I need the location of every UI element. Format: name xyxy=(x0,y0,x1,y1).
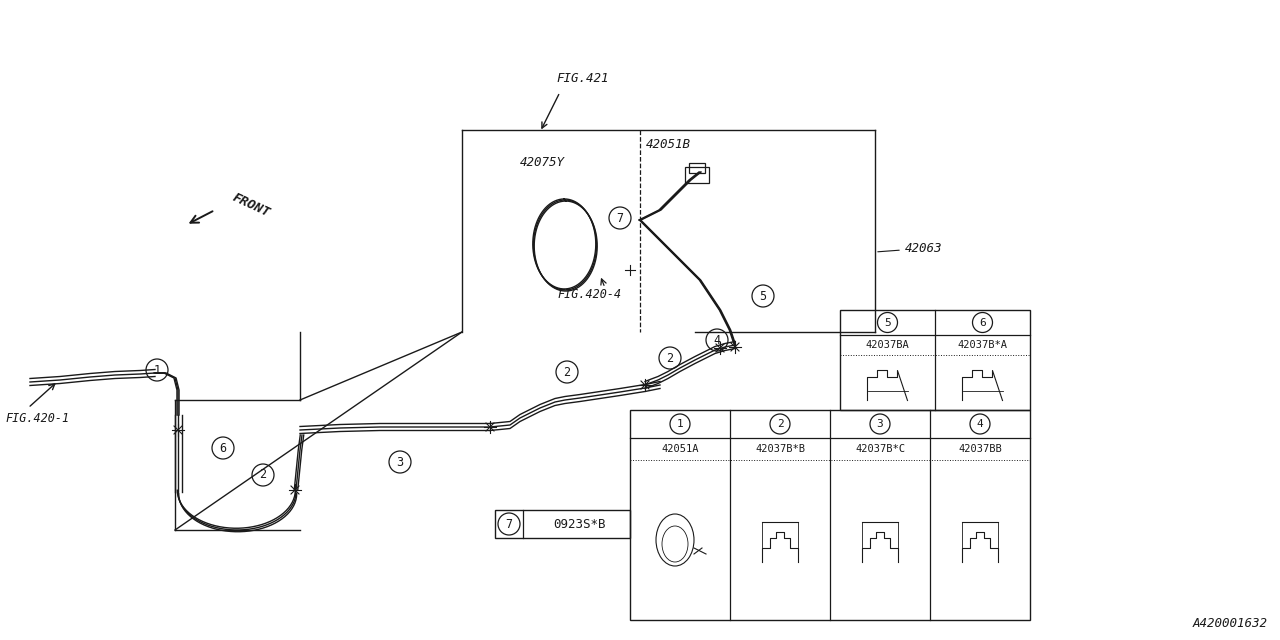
Text: 4: 4 xyxy=(713,333,721,346)
Text: 42037BB: 42037BB xyxy=(959,444,1002,454)
Text: 6: 6 xyxy=(979,317,986,328)
Text: 2: 2 xyxy=(563,365,571,378)
Text: 42037B*C: 42037B*C xyxy=(855,444,905,454)
Text: 7: 7 xyxy=(617,211,623,225)
Text: 42051B: 42051B xyxy=(645,138,690,152)
Text: 0923S*B: 0923S*B xyxy=(553,518,605,531)
Text: 6: 6 xyxy=(219,442,227,454)
Text: 7: 7 xyxy=(506,518,512,531)
Text: 42051A: 42051A xyxy=(662,444,699,454)
Text: 42075Y: 42075Y xyxy=(520,157,564,170)
Text: 3: 3 xyxy=(397,456,403,468)
Text: 42037B*A: 42037B*A xyxy=(957,340,1007,350)
Text: 5: 5 xyxy=(884,317,891,328)
Bar xyxy=(495,510,630,538)
Text: FIG.421: FIG.421 xyxy=(557,72,609,84)
Text: FRONT: FRONT xyxy=(230,191,271,220)
Bar xyxy=(689,163,705,173)
Text: 1: 1 xyxy=(677,419,684,429)
Text: FIG.420-4: FIG.420-4 xyxy=(558,289,622,301)
Bar xyxy=(685,167,709,183)
Text: 42037B*B: 42037B*B xyxy=(755,444,805,454)
Text: 2: 2 xyxy=(260,468,266,481)
Text: 1: 1 xyxy=(154,364,160,376)
Text: 42063: 42063 xyxy=(905,241,942,255)
Bar xyxy=(840,310,1030,410)
Text: 4: 4 xyxy=(977,419,983,429)
Text: 3: 3 xyxy=(877,419,883,429)
Text: FIG.420-1: FIG.420-1 xyxy=(5,412,69,424)
Text: 5: 5 xyxy=(759,289,767,303)
Bar xyxy=(630,410,1030,620)
Text: A420001632: A420001632 xyxy=(1193,617,1268,630)
Text: 42037BA: 42037BA xyxy=(865,340,909,350)
Text: 2: 2 xyxy=(777,419,783,429)
Text: 2: 2 xyxy=(667,351,673,365)
